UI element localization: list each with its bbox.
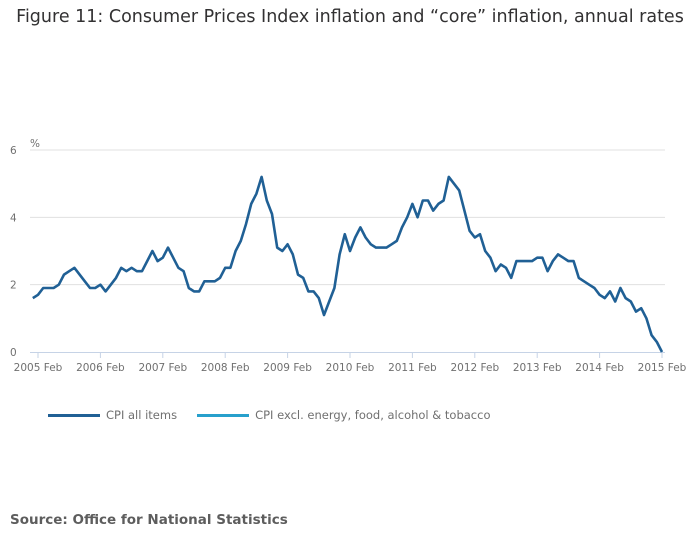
x-tick-label: 2005 Feb — [14, 362, 63, 374]
series-lines — [32, 175, 664, 353]
chart-title: Figure 11: Consumer Prices Index inflati… — [16, 7, 684, 27]
x-tick-label: 2008 Feb — [201, 362, 250, 374]
x-tick-label: 2010 Feb — [326, 362, 375, 374]
x-ticks: 2005 Feb 2006 Feb 2007 Feb 2008 Feb 2009 Feb… — [14, 352, 687, 374]
x-tick-label: 2013 Feb — [513, 362, 562, 374]
y-ticks: 0 2 4 6 — [10, 145, 17, 359]
y-axis-unit: % — [30, 138, 40, 150]
legend-item-cpi-all[interactable]: CPI all items — [48, 408, 177, 422]
y-tick-label: 2 — [10, 280, 17, 292]
x-tick-label: 2007 Feb — [138, 362, 187, 374]
y-tick-label: 6 — [10, 145, 17, 157]
y-tick-label: 0 — [10, 347, 17, 359]
legend-label: CPI all items — [106, 408, 178, 422]
legend-swatch — [197, 413, 250, 417]
x-tick-label: 2014 Feb — [575, 362, 624, 374]
legend: CPI all items CPI excl. energy, food, al… — [48, 408, 510, 422]
legend-label: CPI excl. energy, food, alcohol & tobacc… — [255, 408, 491, 422]
x-tick-label: 2015 Feb — [638, 362, 687, 374]
x-tick-label: 2011 Feb — [388, 362, 437, 374]
x-tick-label: 2012 Feb — [450, 362, 499, 374]
series-line-0 — [32, 175, 664, 353]
legend-item-cpi-core[interactable]: CPI excl. energy, food, alcohol & tobacc… — [197, 408, 490, 422]
source-note: Source: Office for National Statistics — [10, 512, 288, 528]
y-tick-label: 4 — [10, 212, 17, 224]
x-tick-label: 2009 Feb — [263, 362, 312, 374]
gridlines — [30, 149, 665, 286]
x-tick-label: 2006 Feb — [76, 362, 125, 374]
legend-swatch — [48, 413, 100, 417]
